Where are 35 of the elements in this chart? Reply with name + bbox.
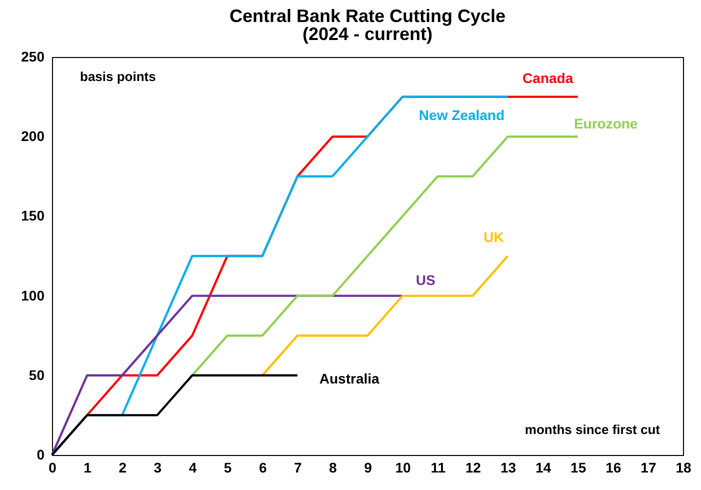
series-label: UK [484, 229, 504, 245]
x-tick-label: 9 [364, 460, 372, 476]
series-label: Eurozone [574, 116, 638, 132]
x-tick-label: 2 [118, 460, 127, 476]
x-tick-label: 14 [535, 460, 552, 476]
y-tick-label: 100 [21, 287, 45, 304]
y-tick-label: 150 [21, 208, 45, 224]
annotation: basis points [80, 69, 156, 84]
x-tick-label: 15 [570, 460, 586, 476]
annotation: months since first cut [524, 422, 661, 437]
series-label: Australia [319, 370, 380, 386]
chart-title: Central Bank Rate Cutting Cycle [229, 6, 506, 26]
series-label: New Zealand [418, 106, 505, 123]
y-tick-label: 50 [28, 366, 45, 383]
x-tick-label: 3 [154, 460, 162, 476]
x-tick-label: 13 [500, 460, 516, 476]
x-tick-label: 5 [224, 460, 232, 476]
y-tick-label: 250 [21, 48, 45, 64]
x-tick-label: 8 [329, 460, 338, 476]
series-label: Canada [522, 70, 574, 86]
x-tick-label: 7 [294, 460, 302, 476]
x-tick-label: 18 [676, 460, 692, 476]
x-tick-label: 0 [48, 460, 57, 476]
series-label: US [416, 272, 436, 288]
x-tick-label: 11 [430, 460, 446, 476]
y-tick-label: 200 [21, 128, 45, 144]
chart-subtitle: (2024 - current) [302, 24, 433, 44]
y-tick-label: 0 [36, 446, 45, 462]
x-tick-label: 4 [188, 460, 197, 476]
x-tick-label: 12 [465, 460, 482, 476]
x-tick-label: 1 [84, 460, 92, 476]
x-tick-label: 16 [606, 460, 622, 476]
x-tick-label: 10 [395, 460, 412, 476]
x-tick-label: 17 [640, 460, 656, 476]
x-tick-label: 6 [258, 460, 267, 476]
